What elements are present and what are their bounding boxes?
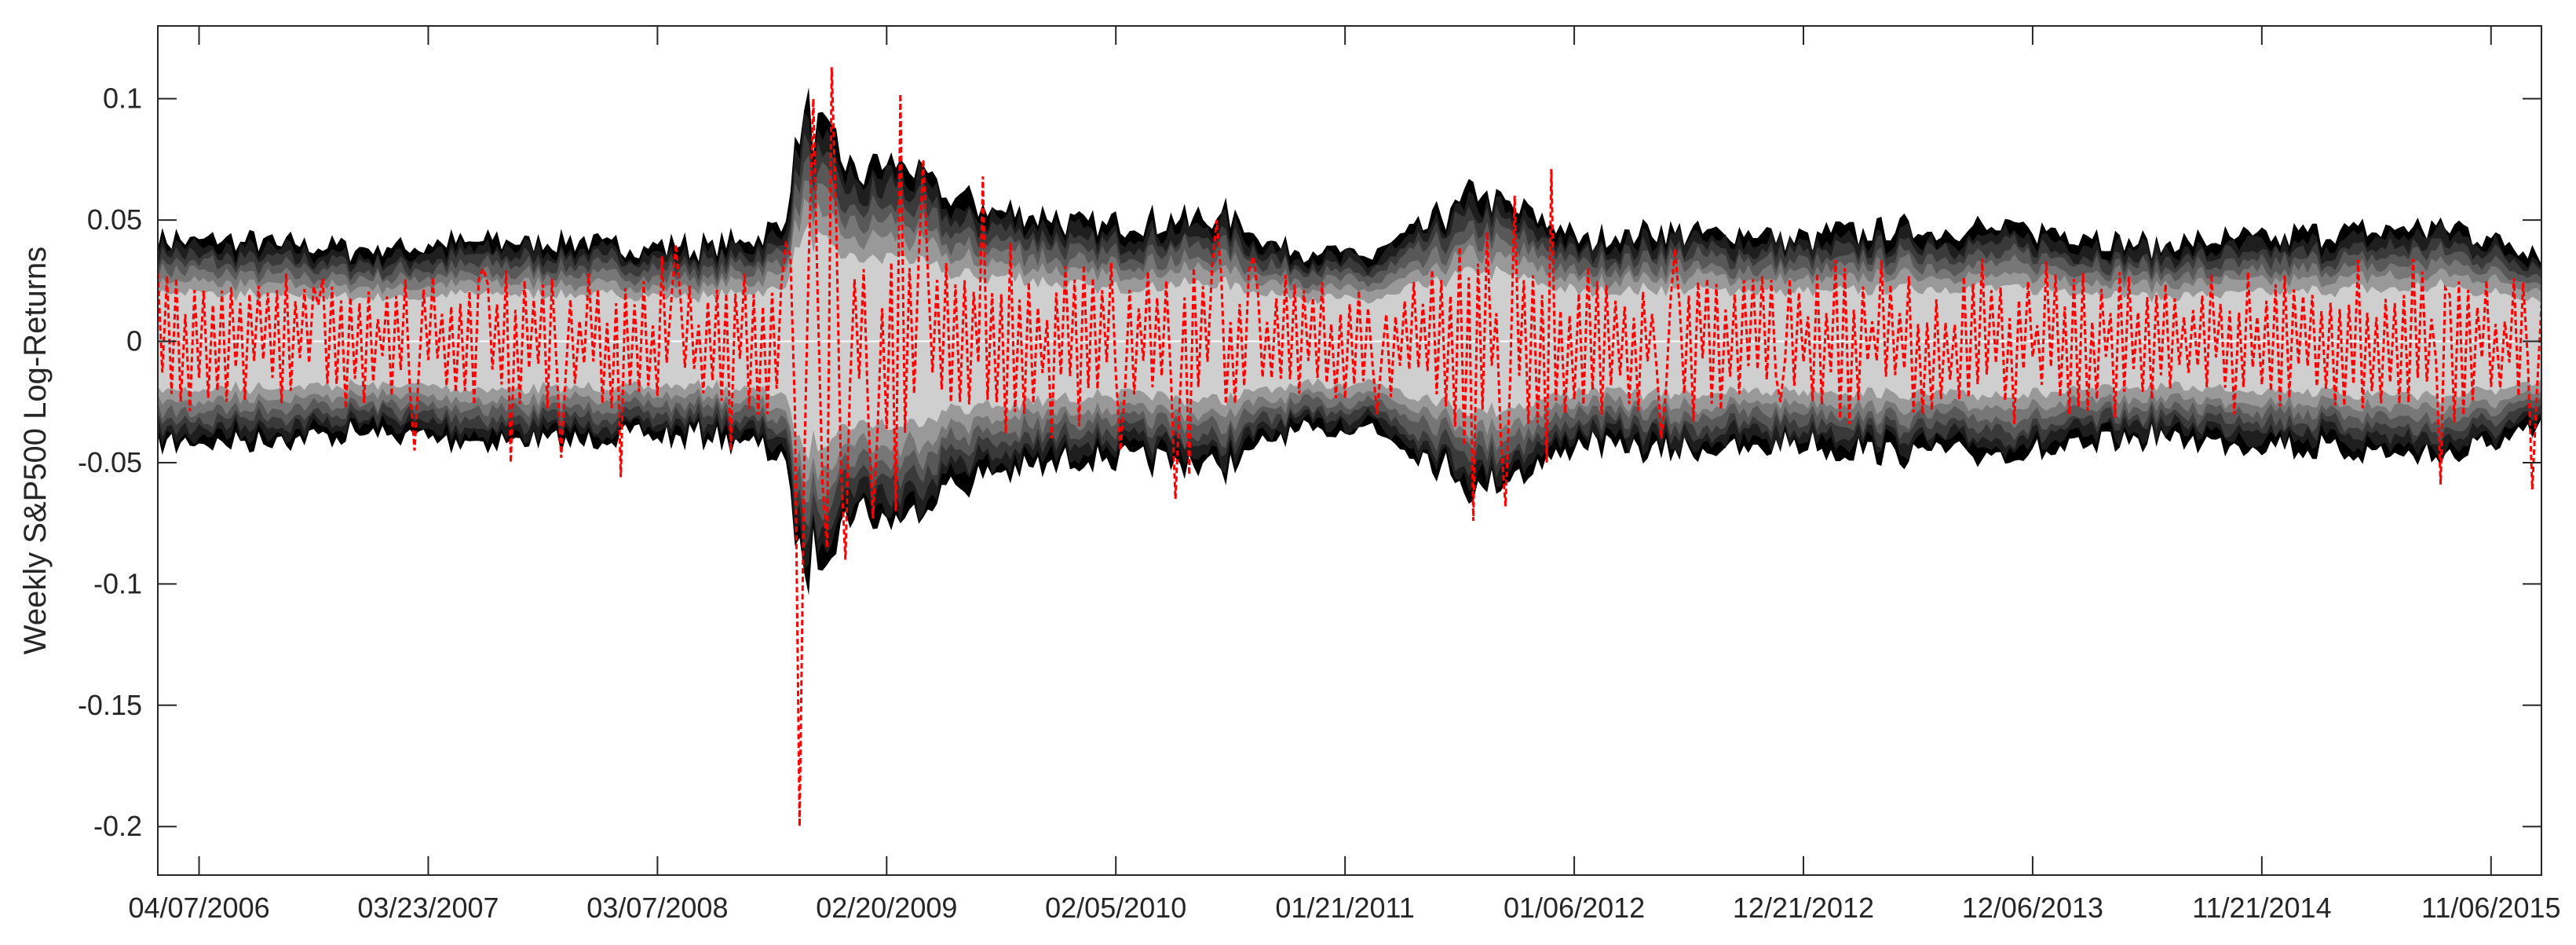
x-tick-label: 04/07/2006 <box>128 892 269 924</box>
x-tick-label: 02/20/2009 <box>816 892 957 924</box>
x-axis: 04/07/2006 03/23/2007 03/07/2008 02/20/2009… <box>128 26 2561 924</box>
x-tick-label: 01/06/2012 <box>1504 892 1645 924</box>
x-tick-label: 12/06/2013 <box>1962 892 2103 924</box>
x-tick-label: 02/05/2010 <box>1045 892 1186 924</box>
x-tick-label: 03/07/2008 <box>586 892 728 924</box>
x-tick-label: 01/21/2011 <box>1275 892 1415 924</box>
y-axis: -0.2 -0.15 -0.1 -0.05 0 0.05 0.1 <box>78 82 2541 842</box>
y-tick-label: 0 <box>126 325 142 357</box>
y-axis-title: Weekly S&P500 Log-Returns <box>18 247 53 655</box>
quantile-bands <box>158 87 2541 595</box>
x-tick-label: 11/21/2014 <box>2192 892 2332 924</box>
y-tick-label: 0.1 <box>103 82 142 115</box>
observed-returns-series <box>158 67 2541 827</box>
y-tick-label: -0.2 <box>93 810 142 842</box>
x-tick-label: 12/21/2012 <box>1733 892 1874 924</box>
y-tick-label: -0.1 <box>93 567 142 599</box>
y-tick-label: -0.15 <box>78 689 142 721</box>
y-tick-label: 0.05 <box>87 203 142 236</box>
y-tick-label: -0.05 <box>78 446 142 478</box>
x-tick-label: 03/23/2007 <box>357 892 499 924</box>
plot-frame <box>157 25 2542 876</box>
x-tick-label: 11/06/2015 <box>2421 892 2561 924</box>
observed-returns-line <box>158 67 2541 827</box>
